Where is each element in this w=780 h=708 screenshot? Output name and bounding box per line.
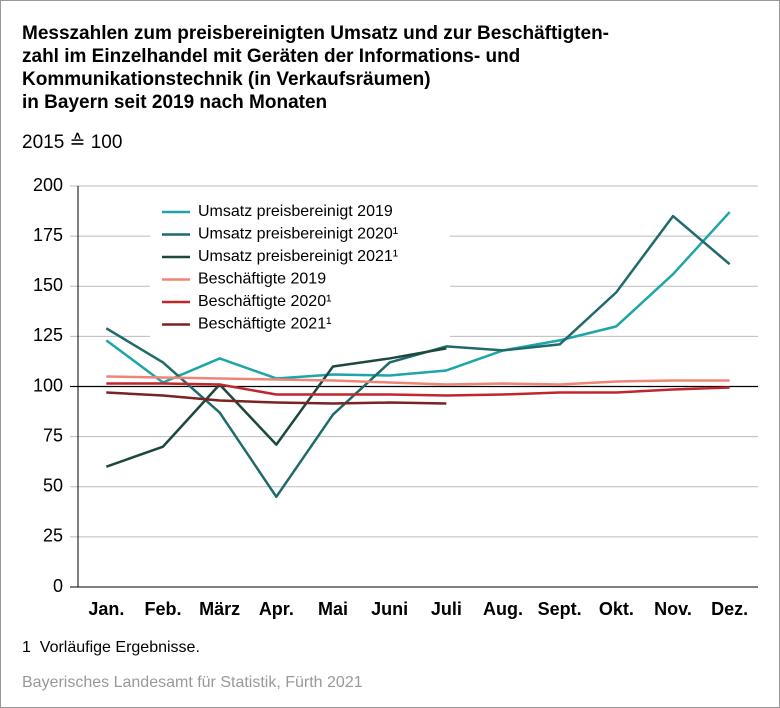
legend-box (150, 198, 450, 338)
x-tick-label: Okt. (599, 599, 634, 619)
y-tick-label: 100 (33, 375, 63, 395)
series-line (106, 391, 447, 405)
x-tick-label: Juni (371, 599, 408, 619)
x-tick-label: Dez. (711, 599, 748, 619)
y-tick-label: 200 (33, 175, 63, 195)
chart-title: Messzahlen zum preisbereinigten Umsatz u… (22, 23, 609, 44)
x-tick-label: Juli (431, 599, 462, 619)
series-line (105, 211, 731, 384)
x-tick-label: Nov. (654, 599, 692, 619)
chart-title: in Bayern seit 2019 nach Monaten (22, 92, 327, 113)
y-tick-label: 125 (33, 325, 63, 345)
y-tick-label: 75 (43, 425, 63, 445)
y-tick-label: 175 (33, 225, 63, 245)
legend-label: Beschäftigte 2021¹ (198, 316, 331, 333)
chart-title: zahl im Einzelhandel mit Geräten der Inf… (22, 46, 520, 67)
source: Bayerisches Landesamt für Statistik, Für… (22, 674, 363, 691)
series-line (106, 375, 730, 386)
chart-subtitle: 2015 ≙ 100 (22, 132, 122, 153)
x-tick-label: Apr. (259, 599, 294, 619)
x-tick-label: März (199, 599, 240, 619)
chart-title: Kommunikationstechnik (in Verkaufsräumen… (22, 69, 431, 90)
legend-label: Umsatz preisbereinigt 2021¹ (198, 248, 398, 265)
y-tick-label: 50 (43, 476, 63, 496)
y-tick-label: 0 (53, 576, 63, 596)
y-tick-label: 150 (33, 275, 63, 295)
legend-label: Beschäftigte 2020¹ (198, 293, 331, 310)
x-tick-label: Aug. (483, 599, 523, 619)
x-tick-label: Feb. (144, 599, 181, 619)
x-tick-label: Jan. (88, 599, 124, 619)
x-tick-label: Mai (318, 599, 348, 619)
legend-label: Beschäftigte 2019 (198, 271, 326, 288)
y-tick-label: 25 (43, 526, 63, 546)
series-line (106, 382, 730, 397)
legend-label: Umsatz preisbereinigt 2020¹ (198, 226, 398, 243)
x-tick-label: Sept. (538, 599, 582, 619)
legend-label: Umsatz preisbereinigt 2019 (198, 203, 393, 220)
series-line (105, 347, 447, 468)
footnote: 1 Vorläufige Ergebnisse. (22, 639, 200, 656)
